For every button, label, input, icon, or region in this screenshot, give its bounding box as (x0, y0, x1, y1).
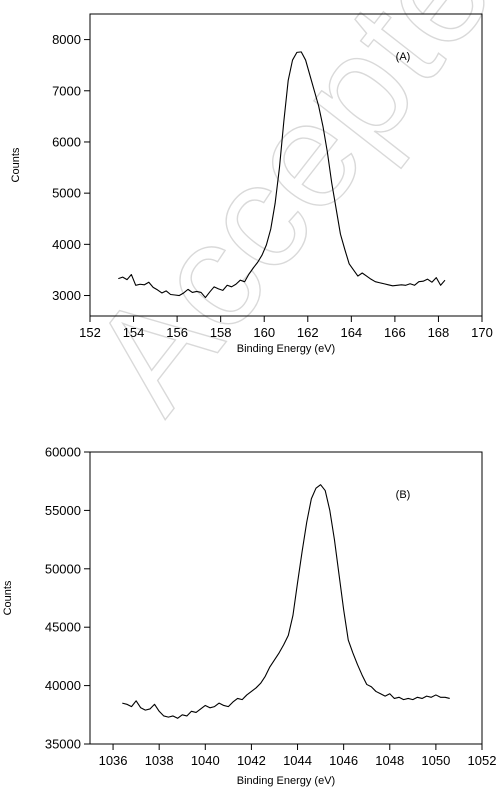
chart-a-series-line (118, 51, 446, 299)
chart-a-y-tick-label-5: 8000 (52, 32, 81, 47)
chart-b-y-ticks (84, 451, 90, 745)
chart-b-x-tick-label-1: 1038 (145, 753, 174, 768)
chart-b-y-tick-label-4: 55000 (45, 503, 81, 518)
chart-a-y-tick-labels: 3000 4000 5000 6000 7000 8000 (52, 32, 81, 303)
chart-b-y-tick-label-0: 35000 (45, 737, 81, 752)
chart-a-y-tick-label-2: 5000 (52, 186, 81, 201)
watermark-text: Accepted (58, 0, 497, 440)
chart-a-y-tick-label-4: 7000 (52, 83, 81, 98)
chart-a-x-tick-label-0: 152 (79, 325, 101, 340)
chart-b-y-tick-label-1: 40000 (45, 678, 81, 693)
chart-a-x-tick-label-2: 156 (166, 325, 188, 340)
chart-a: 152 154 156 158 160 162 164 166 168 170 3000 4000 5… (10, 13, 493, 355)
chart-b-y-tick-labels: 35000 40000 45000 50000 55000 60000 (45, 445, 81, 752)
chart-b-y-tick-label-5: 60000 (45, 445, 81, 460)
chart-b-x-tick-label-2: 1040 (191, 753, 220, 768)
chart-a-y-tick-label-1: 4000 (52, 237, 81, 252)
chart-a-plot-frame (89, 13, 483, 317)
chart-b: 1036 1038 1040 1042 1044 1046 1048 1050 1052 350… (2, 445, 496, 788)
chart-a-x-tick-label-9: 170 (471, 325, 493, 340)
chart-a-x-ticks (89, 316, 483, 322)
chart-a-annotation: (A) (396, 51, 411, 63)
chart-a-x-tick-label-1: 154 (123, 325, 145, 340)
chart-a-y-axis-label: Counts (10, 147, 22, 182)
chart-a-y-tick-label-3: 6000 (52, 134, 81, 149)
chart-b-x-tick-label-3: 1042 (237, 753, 266, 768)
chart-a-y-ticks (84, 39, 90, 297)
chart-b-x-tick-labels: 1036 1038 1040 1042 1044 1046 1048 1050 1052 (99, 753, 497, 768)
chart-b-x-axis-label: Binding Energy (eV) (237, 775, 335, 787)
chart-a-x-axis-label: Binding Energy (eV) (237, 343, 335, 355)
chart-b-x-tick-label-4: 1044 (283, 753, 312, 768)
chart-a-y-tick-label-0: 3000 (52, 288, 81, 303)
chart-b-x-tick-label-5: 1046 (329, 753, 358, 768)
chart-a-x-tick-label-4: 160 (253, 325, 275, 340)
chart-a-x-tick-label-5: 162 (297, 325, 319, 340)
chart-a-x-tick-label-6: 164 (340, 325, 362, 340)
chart-b-x-tick-label-6: 1048 (375, 753, 404, 768)
chart-b-x-tick-label-0: 1036 (99, 753, 128, 768)
chart-b-series-line (122, 484, 450, 719)
chart-b-x-ticks (112, 744, 483, 750)
chart-b-y-axis-label: Counts (2, 580, 14, 615)
chart-b-plot-frame (89, 451, 483, 745)
chart-b-y-tick-label-3: 50000 (45, 561, 81, 576)
chart-b-x-tick-label-8: 1052 (468, 753, 497, 768)
chart-b-y-tick-label-2: 45000 (45, 620, 81, 635)
chart-b-x-tick-label-7: 1050 (421, 753, 450, 768)
chart-b-annotation: (B) (396, 489, 411, 501)
chart-a-x-tick-label-8: 168 (428, 325, 450, 340)
chart-a-x-tick-label-3: 158 (210, 325, 232, 340)
chart-a-x-tick-labels: 152 154 156 158 160 162 164 166 168 170 (79, 325, 493, 340)
chart-a-x-tick-label-7: 166 (384, 325, 406, 340)
